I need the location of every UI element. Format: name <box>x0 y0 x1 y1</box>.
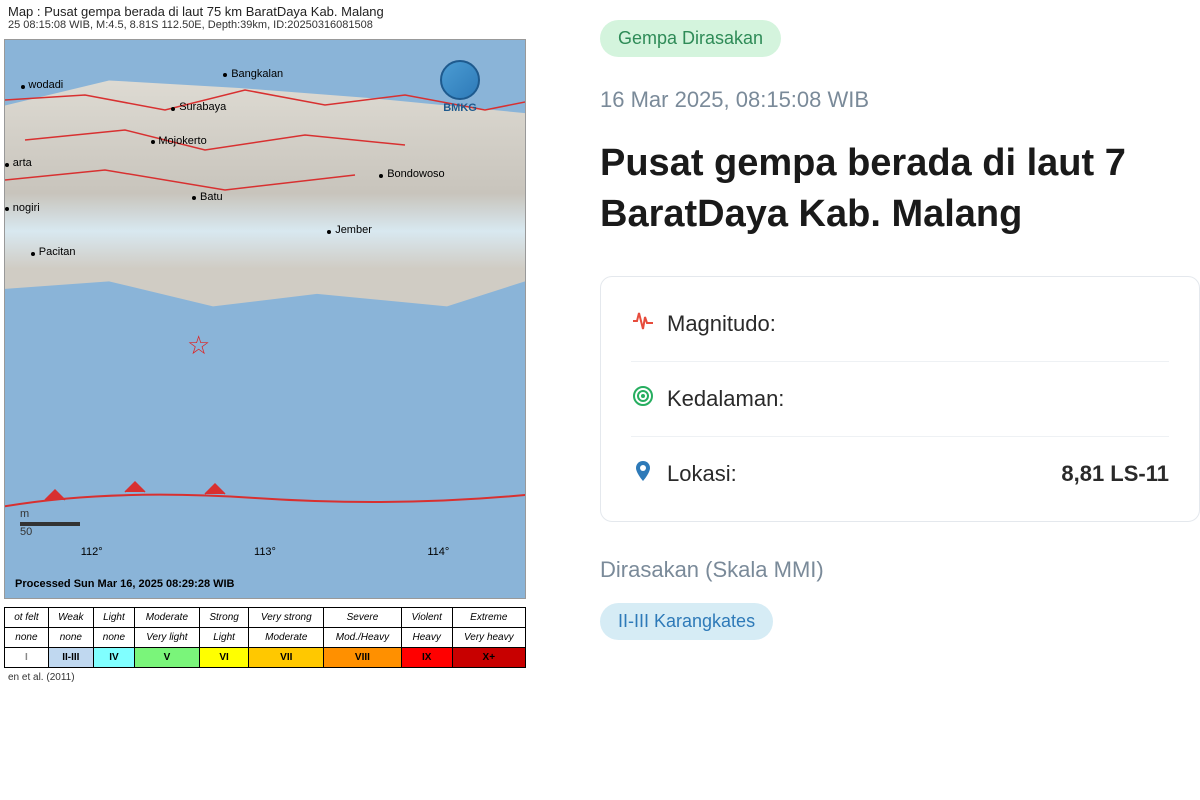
felt-earthquake-badge: Gempa Dirasakan <box>600 20 781 57</box>
city-label: wodadi <box>28 79 63 91</box>
magnitude-row: Magnitudo: <box>631 287 1169 362</box>
legend-scale-cell: VIII <box>324 648 402 668</box>
longitude-labels: 112° 113° 114° <box>5 546 525 558</box>
magnitude-icon <box>631 309 667 339</box>
event-timestamp: 16 Mar 2025, 08:15:08 WIB <box>600 87 1200 113</box>
lon-2: 114° <box>427 546 449 558</box>
city-label: nogiri <box>13 202 40 214</box>
legend-shaking-cell: Extreme <box>452 608 525 628</box>
tectonic-boundary <box>5 478 525 518</box>
legend-scale-cell: VI <box>199 648 249 668</box>
city-label: arta <box>13 157 32 169</box>
map-subtitle: 25 08:15:08 WIB, M:4.5, 8.81S 112.50E, D… <box>8 19 522 31</box>
depth-icon <box>631 384 667 414</box>
legend-scale-cell: IV <box>93 648 134 668</box>
legend-shaking-cell: Very strong <box>249 608 324 628</box>
legend-scale-cell: I <box>5 648 49 668</box>
event-title: Pusat gempa berada di laut 7 BaratDaya K… <box>600 138 1200 241</box>
location-value: 8,81 LS-11 <box>1061 461 1169 487</box>
location-icon <box>631 459 667 489</box>
legend-shaking-cell: Violent <box>401 608 452 628</box>
legend-scale-cell: II-III <box>48 648 93 668</box>
city-dot <box>21 85 25 89</box>
location-row: Lokasi: 8,81 LS-11 <box>631 437 1169 511</box>
bmkg-logo: BMKG <box>425 60 495 120</box>
depth-label: Kedalaman: <box>667 386 1169 412</box>
lon-1: 113° <box>254 546 276 558</box>
intensity-legend-table: ot feltWeakLightModerateStrongVery stron… <box>4 607 526 668</box>
shakemap: wodadi Bangkalan Surabaya Mojokerto arta nogi… <box>4 39 526 599</box>
city-label: Batu <box>200 191 223 203</box>
legend-damage-cell: Light <box>199 628 249 648</box>
legend-shaking-cell: Moderate <box>135 608 200 628</box>
legend-shaking-cell: Light <box>93 608 134 628</box>
epicenter-star-icon: ☆ <box>187 330 210 361</box>
city-label: Mojokerto <box>158 135 206 147</box>
city-label: Bondowoso <box>387 168 445 180</box>
legend-damage-cell: none <box>5 628 49 648</box>
legend-shaking-cell: Strong <box>199 608 249 628</box>
city-label: Pacitan <box>39 246 76 258</box>
city-label: Jember <box>335 224 372 236</box>
legend-scale-cell: V <box>135 648 200 668</box>
bmkg-globe-icon <box>440 60 480 100</box>
legend-damage-cell: Very light <box>135 628 200 648</box>
map-scale: m 50 <box>20 508 80 538</box>
legend-damage-cell: Moderate <box>249 628 324 648</box>
scale-unit: m <box>20 508 29 520</box>
title-line-2: BaratDaya Kab. Malang <box>600 193 1022 235</box>
title-line-1: Pusat gempa berada di laut 7 <box>600 142 1126 184</box>
mmi-chip: II-III Karangkates <box>600 603 773 640</box>
lon-0: 112° <box>81 546 103 558</box>
legend-scale-cell: IX <box>401 648 452 668</box>
legend-damage-cell: none <box>93 628 134 648</box>
map-title: Map : Pusat gempa berada di laut 75 km B… <box>8 4 522 19</box>
legend-damage-cell: none <box>48 628 93 648</box>
bmkg-text: BMKG <box>443 102 477 114</box>
magnitude-label: Magnitudo: <box>667 311 1169 337</box>
legend-scale-cell: X+ <box>452 648 525 668</box>
legend-shaking-cell: Severe <box>324 608 402 628</box>
legend-shaking-cell: ot felt <box>5 608 49 628</box>
city-dot <box>5 163 9 167</box>
mmi-section-label: Dirasakan (Skala MMI) <box>600 557 1200 583</box>
info-panel: Gempa Dirasakan 16 Mar 2025, 08:15:08 WI… <box>530 0 1200 800</box>
legend-shaking-cell: Weak <box>48 608 93 628</box>
city-label: Bangkalan <box>231 68 283 80</box>
scale-value: 50 <box>20 526 32 538</box>
details-card: Magnitudo: Kedalaman: Lokasi: 8,81 LS-11 <box>600 276 1200 522</box>
map-header: Map : Pusat gempa berada di laut 75 km B… <box>0 0 530 35</box>
legend-damage-cell: Very heavy <box>452 628 525 648</box>
mmi-section: Dirasakan (Skala MMI) II-III Karangkates <box>600 557 1200 640</box>
depth-row: Kedalaman: <box>631 362 1169 437</box>
legend-damage-cell: Heavy <box>401 628 452 648</box>
legend-credit: en et al. (2011) <box>0 672 530 683</box>
legend-damage-cell: Mod./Heavy <box>324 628 402 648</box>
city-label: Surabaya <box>179 101 226 113</box>
legend-scale-cell: VII <box>249 648 324 668</box>
processed-timestamp: Processed Sun Mar 16, 2025 08:29:28 WIB <box>15 578 235 590</box>
city-dot <box>31 252 35 256</box>
location-label: Lokasi: <box>667 461 1061 487</box>
map-panel: Map : Pusat gempa berada di laut 75 km B… <box>0 0 530 800</box>
